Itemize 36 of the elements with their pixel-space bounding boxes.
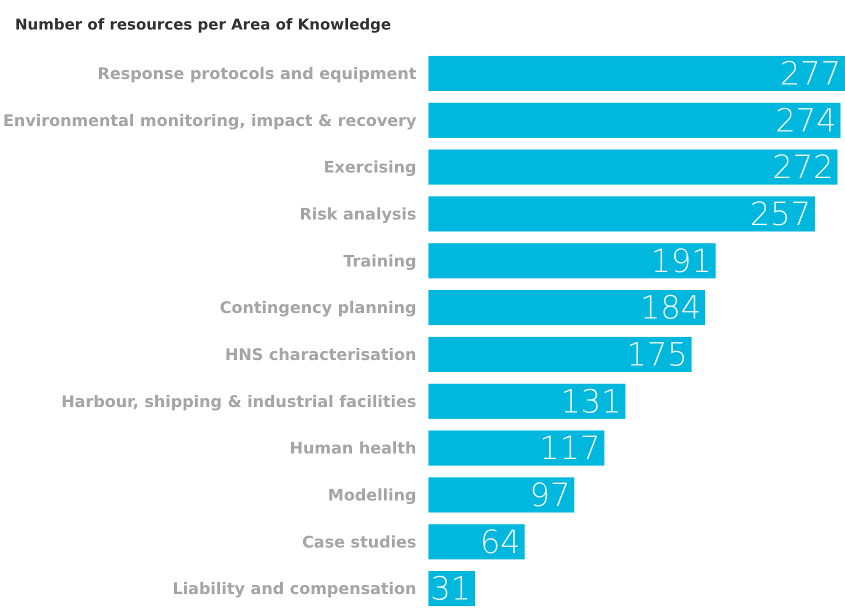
data-label: 31	[430, 570, 472, 608]
data-label: 191	[650, 242, 712, 280]
data-label: 131	[560, 382, 622, 420]
data-label: 257	[750, 194, 811, 233]
data-label: 274	[775, 101, 836, 140]
data-label: 272	[772, 148, 834, 186]
y-tick-label: Risk analysis	[299, 204, 416, 224]
data-label: 184	[640, 288, 702, 327]
bar	[428, 336, 692, 372]
y-tick-label: Harbour, shipping & industrial facilities	[61, 392, 416, 411]
text: Number of resources per Area of Knowledge	[15, 16, 392, 34]
y-tick-label: Liability and compensation	[172, 579, 416, 598]
y-tick-label: Training	[343, 251, 416, 270]
y-tick-label: Exercising	[324, 158, 416, 177]
data-label: 175	[626, 335, 688, 374]
bar	[428, 243, 716, 278]
bar	[428, 524, 525, 560]
data-label: 277	[780, 54, 841, 92]
bar	[428, 102, 840, 138]
bar	[428, 56, 845, 91]
bar	[428, 290, 706, 326]
y-tick-label: Contingency planning	[220, 298, 416, 318]
bar	[428, 430, 604, 466]
bar	[428, 477, 574, 512]
y-tick-label: Response protocols and equipment	[98, 64, 417, 83]
bar	[428, 150, 838, 185]
y-tick-label: Environmental monitoring, impact & recovery	[3, 110, 417, 130]
y-tick-label: HNS characterisation	[224, 344, 416, 364]
y-tick-label: Human health	[290, 438, 416, 458]
data-label: 97	[530, 476, 570, 514]
data-label: 64	[480, 522, 521, 561]
bar	[428, 384, 626, 419]
y-tick-label: Modelling	[328, 485, 416, 504]
data-label: 117	[539, 429, 600, 468]
y-tick-label: Case studies	[302, 532, 416, 552]
bar	[428, 196, 815, 232]
